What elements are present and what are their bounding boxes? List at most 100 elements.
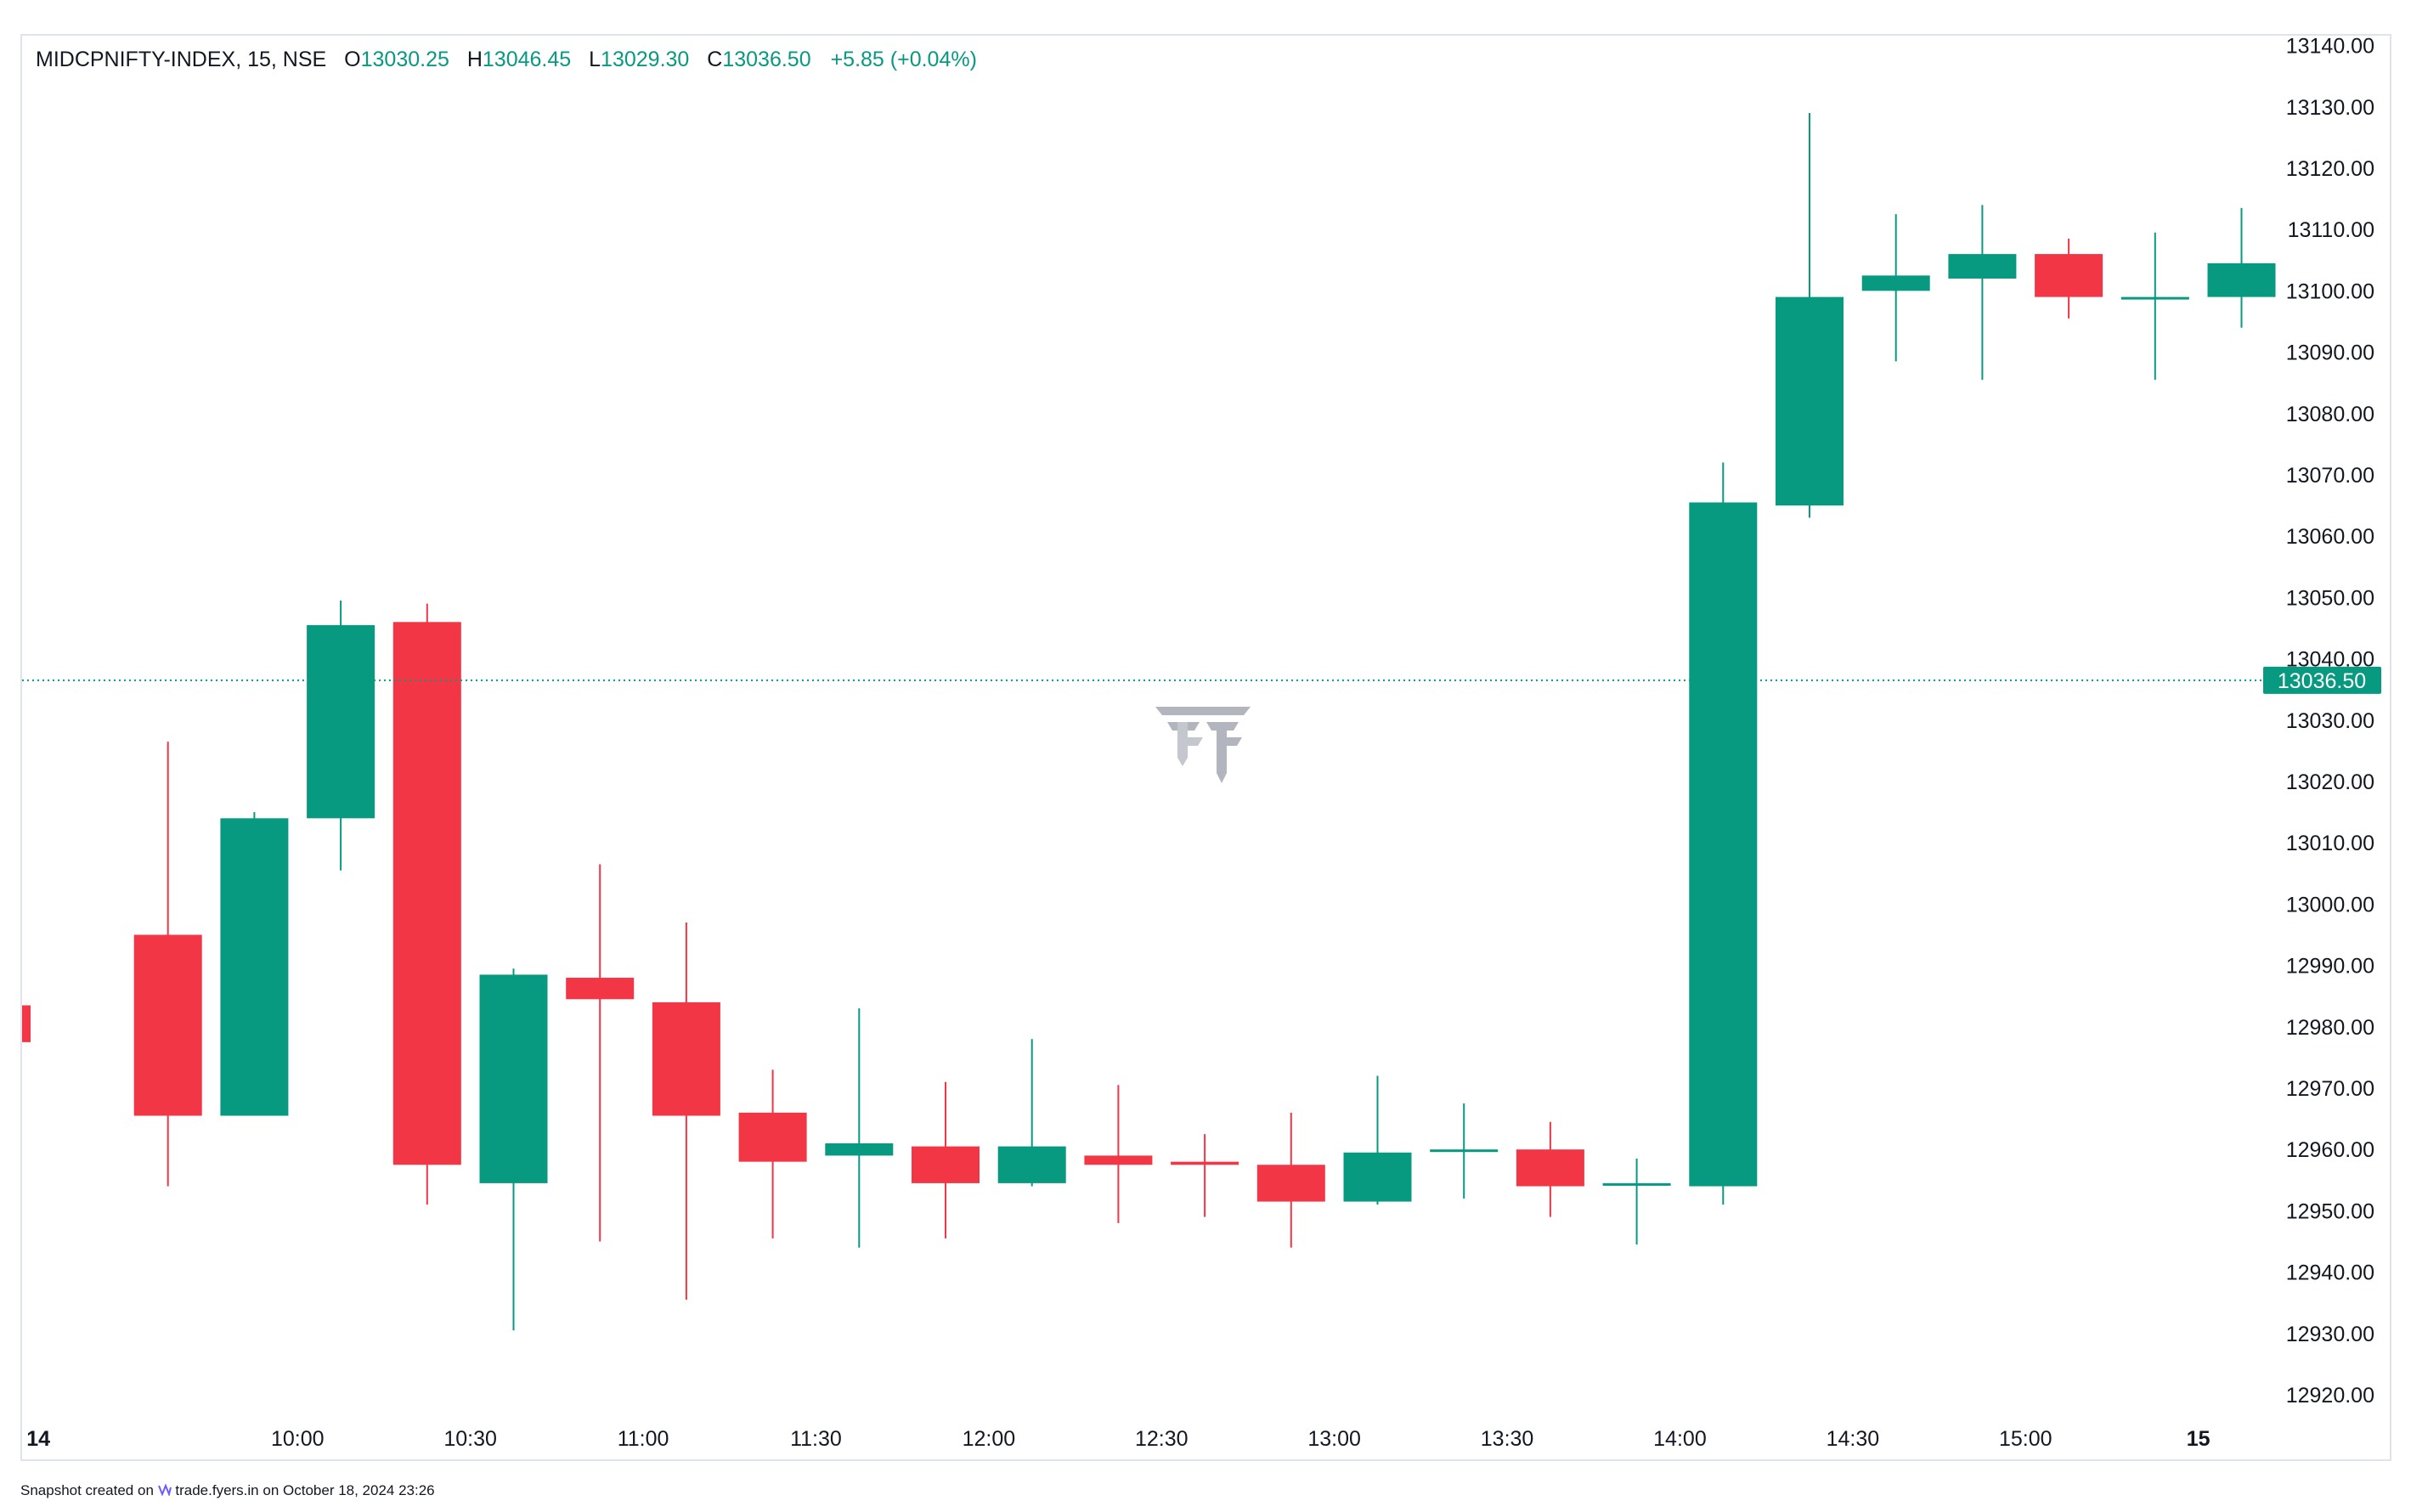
footer-brand-link[interactable]: trade.fyers.in	[175, 1482, 259, 1498]
last-price-label: 13036.50	[2278, 669, 2366, 693]
price-tick-label: 13110.00	[2288, 218, 2374, 242]
time-tick-label: 14	[26, 1427, 50, 1451]
candle	[566, 864, 635, 1242]
candle-body	[1861, 275, 1930, 291]
open-label: O	[344, 48, 361, 71]
price-axis[interactable]: 13140.00 13130.00 13120.00 13110.00 13100.00…	[2286, 35, 2374, 1408]
candle	[22, 1005, 31, 1042]
candle-body	[1689, 502, 1758, 1187]
time-tick-label: 11:00	[618, 1427, 669, 1451]
ohlc-legend: MIDCPNIFTY-INDEX, 15, NSE O13030.25 H130…	[36, 48, 977, 72]
snapshot-footer: Snapshot created on trade.fyers.in on Oc…	[20, 1482, 435, 1499]
price-tick-label: 13010.00	[2286, 832, 2374, 855]
change-value: +5.85 (+0.04%)	[830, 48, 977, 71]
price-tick-label: 12940.00	[2286, 1261, 2374, 1285]
candle	[1948, 205, 2017, 381]
time-tick-label: 12:00	[963, 1427, 1016, 1451]
price-tick-label: 12970.00	[2286, 1077, 2374, 1101]
time-axis[interactable]: 14 10:00 10:30 11:00 11:30 12:00 12:30 13:00 13:…	[26, 1427, 2210, 1451]
price-tick-label: 13130.00	[2286, 96, 2374, 120]
footer-prefix: Snapshot created on	[20, 1482, 154, 1498]
time-tick-label: 10:00	[271, 1427, 325, 1451]
time-tick-label: 13:30	[1481, 1427, 1534, 1451]
price-tick-label: 13050.00	[2286, 586, 2374, 610]
candle	[1430, 1103, 1499, 1199]
candle-body	[2207, 262, 2276, 297]
price-tick-label: 13080.00	[2286, 403, 2374, 426]
time-tick-label: 15:00	[1999, 1427, 2052, 1451]
candle-body	[133, 934, 202, 1116]
candles-layer	[22, 113, 2276, 1331]
candle	[1171, 1134, 1239, 1217]
candle	[220, 812, 289, 1116]
candle-body	[220, 818, 289, 1116]
chart-frame	[20, 34, 2391, 1461]
time-tick-label: 12:30	[1135, 1427, 1189, 1451]
candle-body	[997, 1146, 1066, 1183]
candle-body	[1171, 1161, 1239, 1165]
last-price-badge	[2263, 666, 2381, 694]
price-tick-label: 12950.00	[2286, 1199, 2374, 1223]
candle-body	[825, 1142, 894, 1156]
candle-body	[652, 1001, 720, 1116]
time-tick-label: 15	[2187, 1427, 2211, 1451]
fyers-logo-icon	[1155, 707, 1251, 787]
close-value: 13036.50	[722, 48, 811, 71]
time-tick-label: 13:00	[1307, 1427, 1361, 1451]
candle-body	[1256, 1165, 1325, 1202]
price-tick-label: 13070.00	[2286, 464, 2374, 488]
price-tick-label: 13030.00	[2286, 709, 2374, 733]
price-tick-label: 13100.00	[2286, 279, 2374, 303]
candle-body	[566, 978, 635, 1000]
time-tick-label: 14:30	[1827, 1427, 1880, 1451]
time-tick-label: 10:30	[443, 1427, 497, 1451]
price-tick-label: 13020.00	[2286, 770, 2374, 794]
last-price-marker: 13036.50	[22, 666, 2381, 694]
symbol-label[interactable]: MIDCPNIFTY-INDEX, 15, NSE	[36, 48, 327, 71]
price-tick-label: 13090.00	[2286, 341, 2374, 365]
price-tick-label: 12920.00	[2286, 1384, 2374, 1408]
candle	[307, 601, 375, 871]
time-tick-label: 14:00	[1653, 1427, 1707, 1451]
candle	[912, 1081, 980, 1238]
price-tick-label: 13060.00	[2286, 525, 2374, 549]
candle	[1602, 1159, 1671, 1245]
price-tick-label: 12980.00	[2286, 1016, 2374, 1040]
low-value: 13029.30	[601, 48, 690, 71]
price-tick-label: 13120.00	[2286, 157, 2374, 181]
candle	[1084, 1085, 1153, 1223]
candle-body	[738, 1112, 807, 1162]
close-label: C	[707, 48, 723, 71]
price-tick-label: 12930.00	[2286, 1323, 2374, 1346]
candle-body	[2120, 296, 2189, 300]
candle-body	[1430, 1149, 1499, 1153]
footer-suffix: on October 18, 2024 23:26	[263, 1482, 435, 1498]
candle	[738, 1069, 807, 1238]
fyers-brand-icon	[157, 1482, 172, 1498]
candle-body	[392, 622, 461, 1165]
candle	[1256, 1112, 1325, 1248]
candle	[1516, 1121, 1584, 1217]
candle-body	[22, 1005, 31, 1042]
candle	[825, 1008, 894, 1248]
candle-body	[912, 1146, 980, 1183]
candle	[1861, 214, 1930, 362]
candle-body	[1948, 254, 2017, 279]
candle-body	[2035, 254, 2103, 297]
candle-body	[1602, 1182, 1671, 1186]
candle-body	[479, 974, 548, 1183]
candle	[1689, 462, 1758, 1205]
candle-body	[1516, 1149, 1584, 1187]
candle	[479, 968, 548, 1331]
candle-body	[1084, 1155, 1153, 1165]
low-label: L	[589, 48, 601, 71]
price-tick-label: 13000.00	[2286, 893, 2374, 917]
candle-body	[1343, 1152, 1412, 1202]
open-value: 13030.25	[360, 48, 449, 71]
candle-body	[307, 624, 375, 819]
time-tick-label: 11:30	[790, 1427, 842, 1451]
candle	[2120, 232, 2189, 381]
candle-body	[1776, 296, 1844, 506]
candle	[652, 922, 720, 1300]
